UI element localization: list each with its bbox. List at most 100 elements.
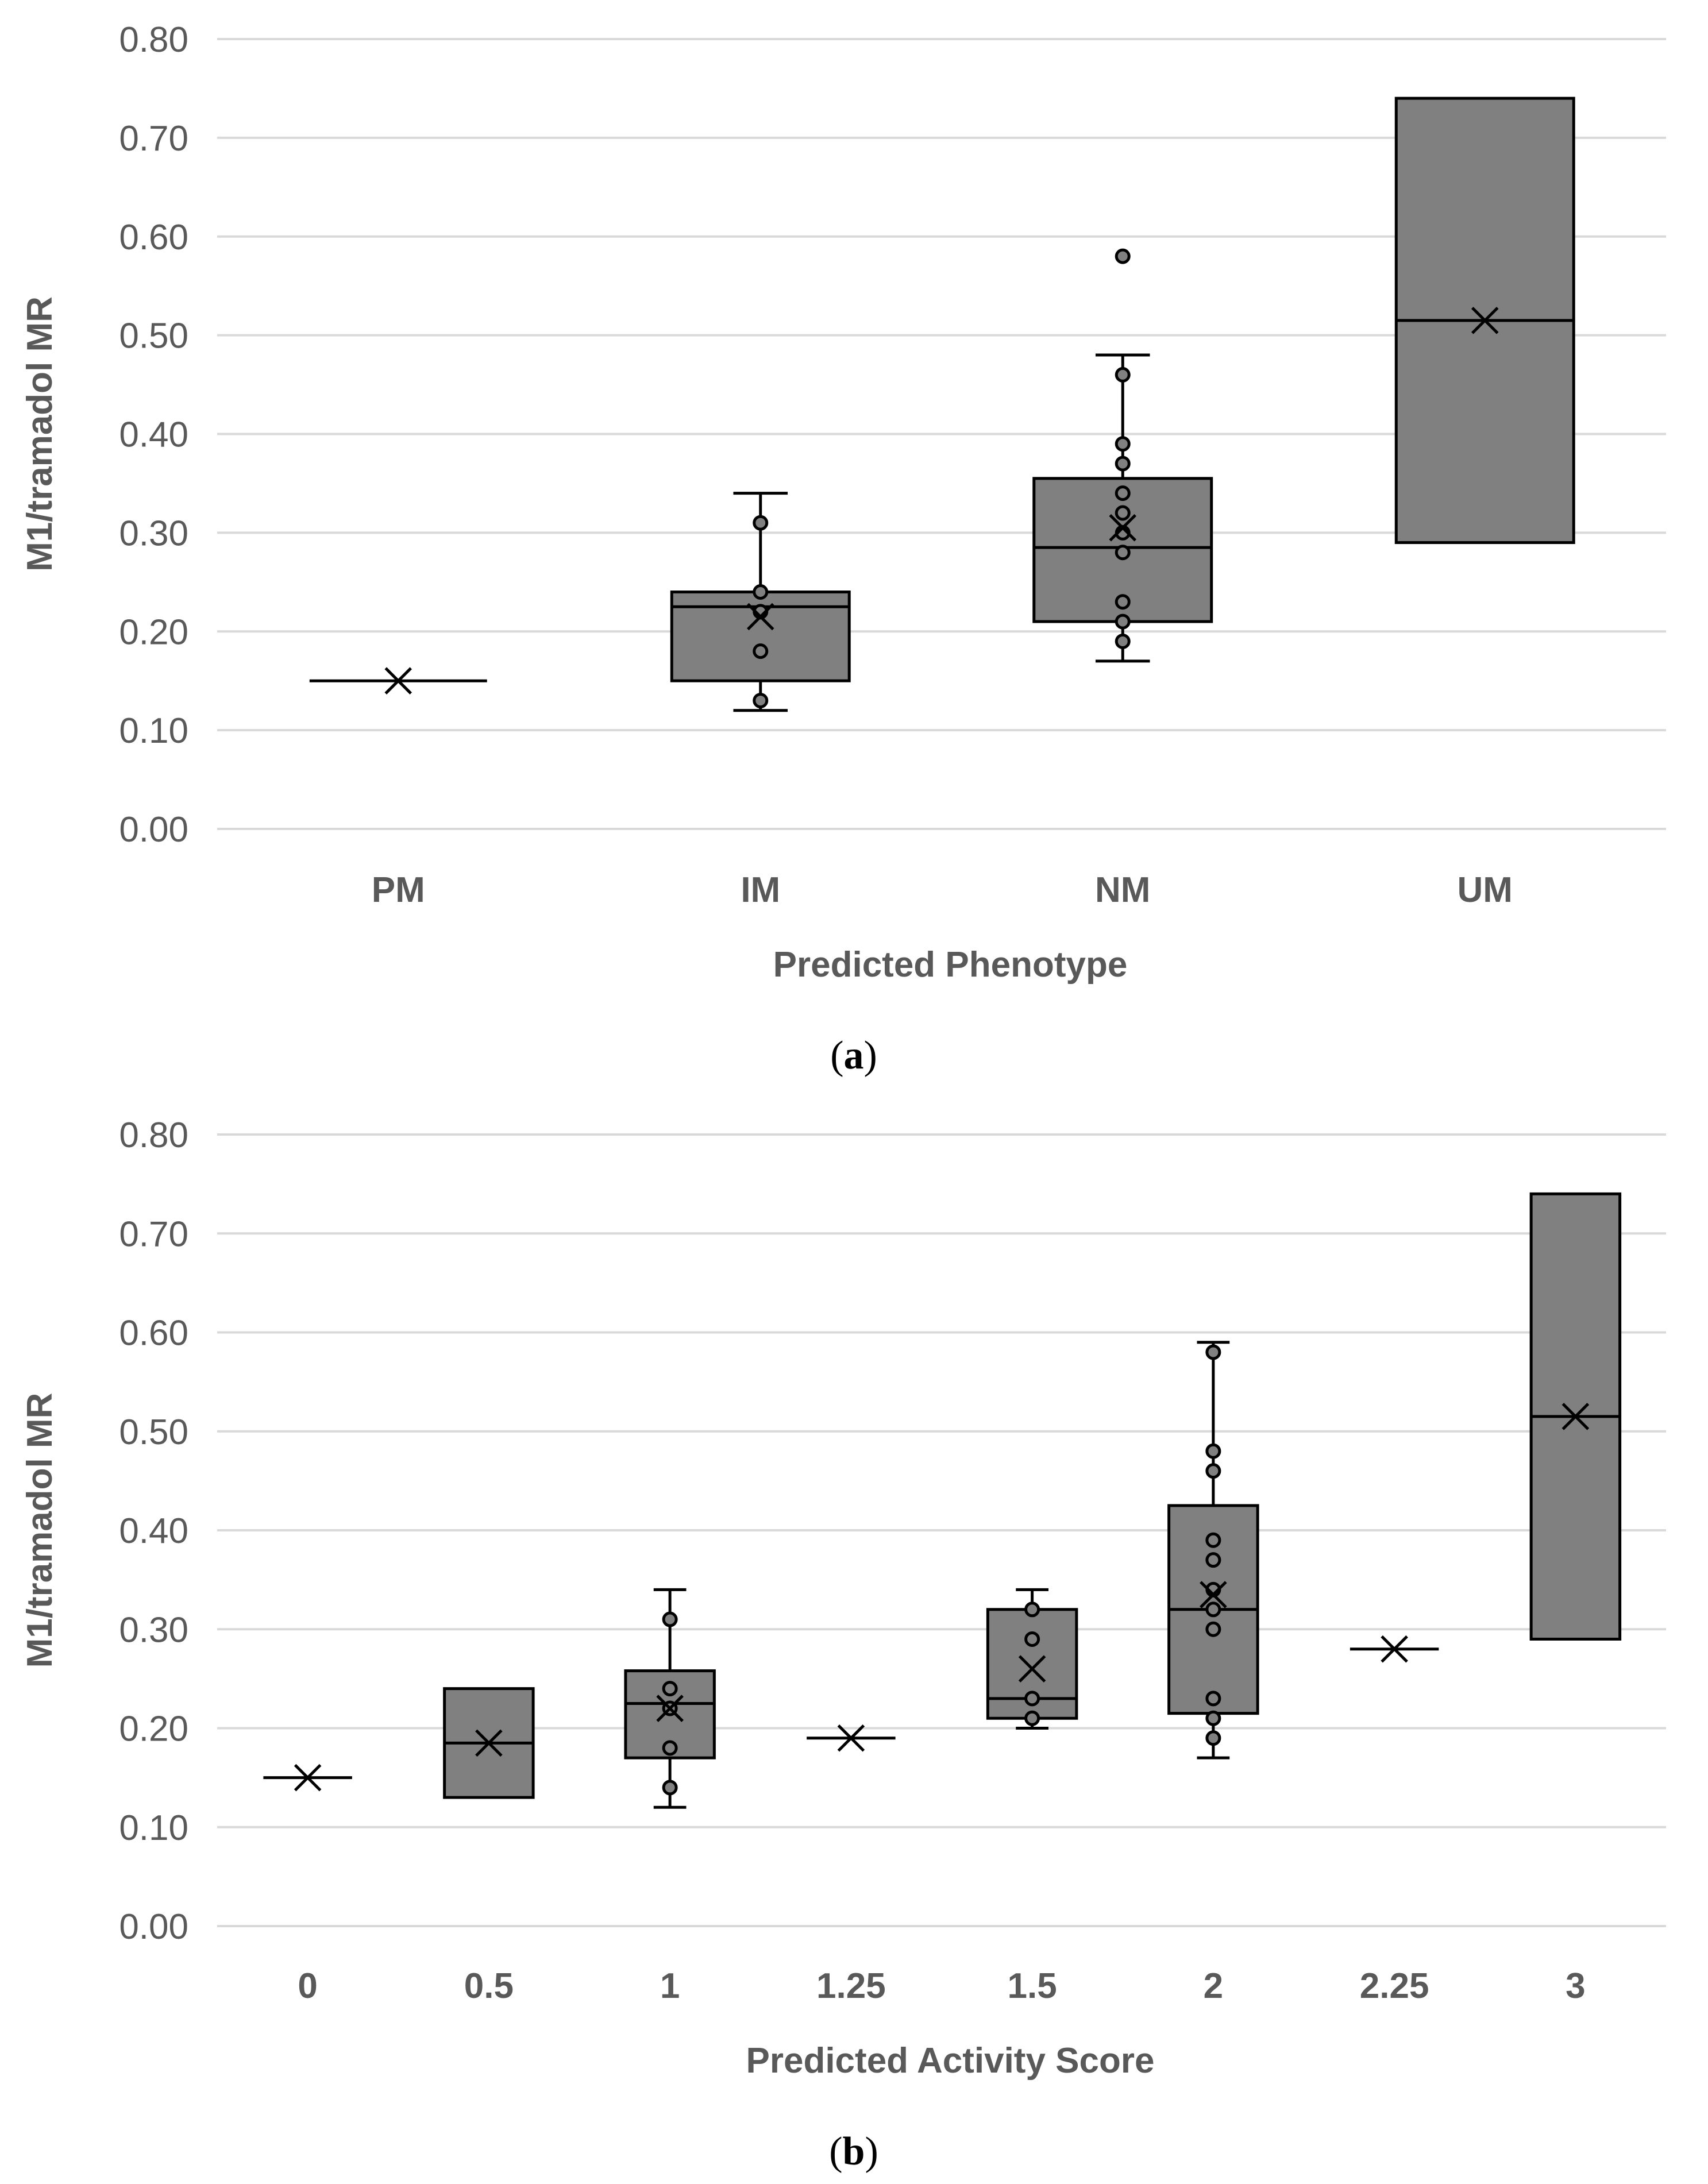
panel-b-box-0 (263, 1764, 352, 1792)
data-point (662, 1780, 678, 1796)
data-point (1115, 248, 1131, 264)
panel-a-x-tick-label: IM (741, 870, 780, 910)
panel-b-gridlines (217, 1133, 1666, 1828)
panel-a-y-tick-label: 0.50 (119, 317, 188, 356)
panel-a-box-IM (670, 492, 851, 712)
mean-marker-stroke (746, 603, 774, 631)
panel-b-box-0.5 (443, 1687, 535, 1799)
data-point (1205, 1710, 1221, 1726)
panel-a-box-marks (309, 97, 1575, 712)
data-point (1115, 594, 1131, 610)
panel-b-y-tick-label: 0.00 (119, 1907, 188, 1947)
panel-b-y-tick-label: 0.30 (119, 1610, 188, 1650)
panel-a-x-tick-label: NM (1095, 870, 1150, 910)
panel-b-y-tick-label: 0.40 (119, 1511, 188, 1551)
panel-b-x-tick-label: 2.25 (1360, 1966, 1429, 2006)
panel-a-caption-open: ( (830, 1033, 843, 1078)
data-point (1205, 1730, 1221, 1746)
mean-marker (294, 1764, 322, 1792)
data-point (1024, 1710, 1040, 1726)
panel-b-box-3 (1529, 1192, 1622, 1641)
mean-marker-stroke (475, 1729, 503, 1757)
panel-a-y-tick-label: 0.60 (119, 218, 188, 257)
mean-marker-stroke (1381, 1635, 1408, 1663)
panel-b-box-1 (624, 1588, 716, 1809)
mean-marker (1018, 1655, 1046, 1683)
data-point (1024, 1631, 1040, 1647)
panel-b-caption: (b) (829, 2129, 878, 2174)
panel-b-box-marks (263, 1192, 1622, 1809)
mean-marker-stroke (1200, 1581, 1227, 1608)
panel-a-y-tick-label: 0.30 (119, 514, 188, 553)
panel-b-y-tick-label: 0.80 (119, 1116, 188, 1155)
mean-marker-stroke (1562, 1403, 1590, 1430)
panel-a-box-NM (1032, 248, 1213, 663)
data-point (662, 1611, 678, 1627)
panel-a-caption-close: ) (864, 1033, 877, 1078)
panel-b-box-1.25 (807, 1724, 896, 1752)
panel-a-y-tick-labels: 0.00 0.10 0.20 0.30 0.40 0.50 0.60 0.70 0.80 (119, 20, 188, 850)
panel-b-caption-close: ) (865, 2129, 878, 2174)
panel-b-y-tick-label: 0.10 (119, 1808, 188, 1848)
mean-marker-stroke (1018, 1655, 1046, 1683)
data-point (1115, 545, 1131, 561)
mean-marker (1471, 307, 1499, 334)
data-point (1205, 1691, 1221, 1707)
data-point (1205, 1532, 1221, 1548)
panel-b-y-axis-label: M1/tramadol MR (20, 1393, 60, 1668)
mean-marker (1381, 1635, 1408, 1663)
panel-b-x-axis-label: Predicted Activity Score (746, 2041, 1155, 2081)
panel-a-caption-letter: a (844, 1033, 864, 1078)
panel-b-x-tick-label: 1 (660, 1966, 680, 2006)
panel-b-caption-letter: b (843, 2129, 865, 2174)
data-point (1115, 436, 1131, 452)
panel-a-caption: (a) (830, 1033, 877, 1078)
panel-a-x-tick-label: UM (1458, 870, 1513, 910)
panel-a: 0.00 0.10 0.20 0.30 0.40 0.50 0.60 0.70 0.80 PM I… (20, 20, 1666, 1078)
panel-b-y-tick-labels: 0.00 0.10 0.20 0.30 0.40 0.50 0.60 0.70 0.80 (119, 1116, 188, 1947)
data-point (753, 515, 769, 531)
panel-a-box-UM (1394, 97, 1575, 545)
panel-b-y-tick-label: 0.50 (119, 1413, 188, 1452)
panel-b-y-tick-label: 0.60 (119, 1314, 188, 1353)
data-point (1205, 1344, 1221, 1360)
mean-marker (1562, 1403, 1590, 1430)
data-point (1115, 613, 1131, 630)
panel-a-x-tick-labels: PM IM NM UM (372, 870, 1513, 910)
panel-b-caption-open: ( (829, 2129, 842, 2174)
data-point (1205, 1552, 1221, 1568)
panel-a-y-tick-label: 0.40 (119, 415, 188, 455)
panel-b-x-tick-label: 3 (1566, 1966, 1585, 2006)
panel-b-x-tick-label: 2 (1204, 1966, 1223, 2006)
data-point (1205, 1621, 1221, 1637)
data-point (1205, 1443, 1221, 1459)
mean-marker-stroke (384, 667, 412, 694)
mean-marker (1200, 1581, 1227, 1608)
panel-b-y-tick-label: 0.70 (119, 1214, 188, 1254)
data-point (662, 1681, 678, 1697)
mean-marker-stroke (294, 1764, 322, 1792)
mean-marker-stroke (837, 1724, 865, 1752)
panel-b-y-tick-label: 0.20 (119, 1710, 188, 1749)
data-point (1115, 485, 1131, 501)
panel-a-x-axis-label: Predicted Phenotype (773, 945, 1128, 985)
panel-a-box-PM (309, 667, 487, 694)
panel-b-x-tick-labels: 0 0.5 1 1.25 1.5 2 2.25 3 (298, 1966, 1585, 2006)
data-point (1115, 505, 1131, 521)
panel-a-y-tick-label: 0.00 (119, 810, 188, 850)
mean-marker (656, 1695, 684, 1722)
mean-marker (1109, 514, 1137, 542)
panel-b-box-2 (1167, 1341, 1259, 1759)
mean-marker-stroke (656, 1695, 684, 1722)
panel-b-box-1.5 (986, 1588, 1078, 1730)
panel-a-gridlines (217, 38, 1666, 732)
data-point (1115, 456, 1131, 472)
mean-marker (384, 667, 412, 694)
panel-a-y-tick-label: 0.80 (119, 20, 188, 60)
data-point (1205, 1463, 1221, 1479)
data-point (753, 693, 769, 709)
mean-marker (837, 1724, 865, 1752)
panel-a-x-tick-label: PM (372, 870, 425, 910)
data-point (753, 643, 769, 659)
